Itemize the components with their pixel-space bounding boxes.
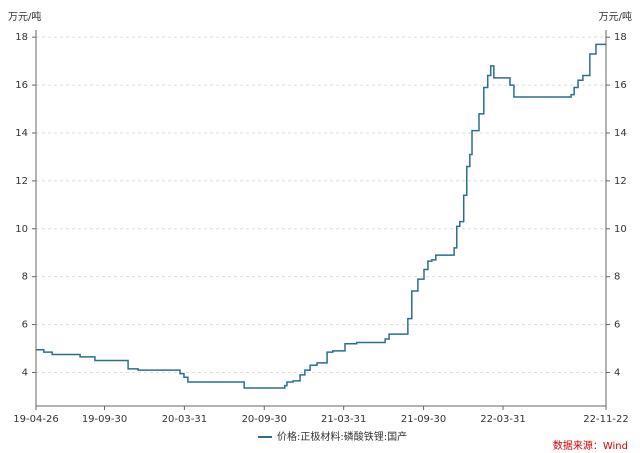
x-tick-label: 21-03-31 bbox=[321, 414, 366, 425]
source-note: 数据来源：Wind bbox=[553, 439, 628, 452]
x-tick-label: 19-09-30 bbox=[82, 414, 127, 425]
y-tick-label: 6 bbox=[22, 320, 28, 331]
y-tick-label: 18 bbox=[15, 32, 28, 43]
y2-axis-unit: 万元/吨 bbox=[599, 10, 632, 23]
y2-tick-label: 8 bbox=[614, 272, 620, 283]
y-tick-label: 8 bbox=[22, 272, 28, 283]
y2-tick-label: 18 bbox=[614, 32, 627, 43]
y2-tick-label: 6 bbox=[614, 320, 620, 331]
y2-tick-label: 14 bbox=[614, 128, 627, 139]
x-tick-label: 20-09-30 bbox=[242, 414, 287, 425]
y2-tick-label: 16 bbox=[614, 80, 627, 91]
price-line bbox=[36, 43, 606, 389]
x-tick-label: 19-04-26 bbox=[13, 414, 58, 425]
x-tick-label: 20-03-31 bbox=[162, 414, 207, 425]
y-tick-label: 16 bbox=[15, 80, 28, 91]
x-tick-label: 21-09-30 bbox=[401, 414, 446, 425]
y-tick-label: 10 bbox=[15, 224, 28, 235]
y-tick-label: 4 bbox=[22, 367, 28, 378]
y-tick-label: 12 bbox=[15, 176, 28, 187]
x-tick-label: 22-03-31 bbox=[480, 414, 525, 425]
y-tick-label: 14 bbox=[15, 128, 28, 139]
y2-tick-label: 4 bbox=[614, 367, 620, 378]
y-axis-unit: 万元/吨 bbox=[8, 10, 41, 23]
y2-tick-label: 10 bbox=[614, 224, 627, 235]
legend-label: 价格:正极材料:磷酸铁锂:国产 bbox=[277, 430, 407, 443]
y2-tick-label: 12 bbox=[614, 176, 627, 187]
x-tick-label: 22-11-22 bbox=[583, 414, 628, 425]
